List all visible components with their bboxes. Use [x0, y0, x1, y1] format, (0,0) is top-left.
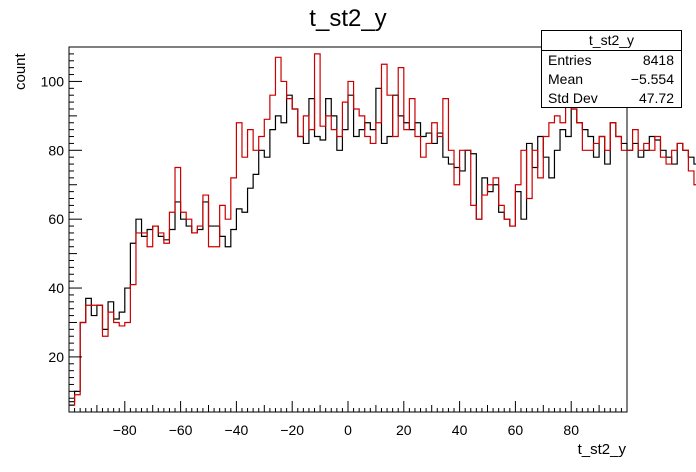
x-tick-label: 20: [396, 422, 412, 438]
y-tick-label: 80: [48, 142, 64, 158]
stats-label: Entries: [548, 52, 592, 68]
y-tick-label: 20: [48, 349, 64, 365]
stats-label: Std Dev: [548, 90, 598, 106]
x-tick-label: 60: [508, 422, 524, 438]
x-tick-label: −20: [280, 422, 304, 438]
stats-value: 8418: [642, 52, 674, 68]
chart-title: t_st2_y: [309, 5, 387, 32]
stats-header: t_st2_y: [542, 31, 681, 51]
y-tick-label: 40: [48, 280, 64, 296]
stats-label: Mean: [548, 71, 584, 87]
stats-value: −5.554: [630, 71, 674, 87]
stats-row-mean: Mean −5.554: [542, 70, 681, 89]
x-tick-label: 80: [563, 422, 579, 438]
x-tick-label: 0: [344, 422, 352, 438]
stats-row-stddev: Std Dev 47.72: [542, 89, 681, 108]
x-tick-label: −80: [113, 422, 137, 438]
y-axis-label: count: [12, 53, 29, 90]
series-line-1: [69, 53, 696, 406]
x-axis-label: t_st2_y: [577, 441, 626, 458]
x-tick-label: −60: [169, 422, 193, 438]
series-line-0: [69, 87, 696, 403]
y-tick-label: 60: [48, 211, 64, 227]
x-tick-label: 40: [452, 422, 468, 438]
x-tick-label: −40: [225, 422, 249, 438]
stats-value: 47.72: [638, 90, 674, 106]
stats-row-entries: Entries 8418: [542, 51, 681, 70]
stats-box: t_st2_y Entries 8418 Mean −5.554 Std Dev…: [541, 30, 682, 108]
y-tick-label: 100: [41, 73, 65, 89]
